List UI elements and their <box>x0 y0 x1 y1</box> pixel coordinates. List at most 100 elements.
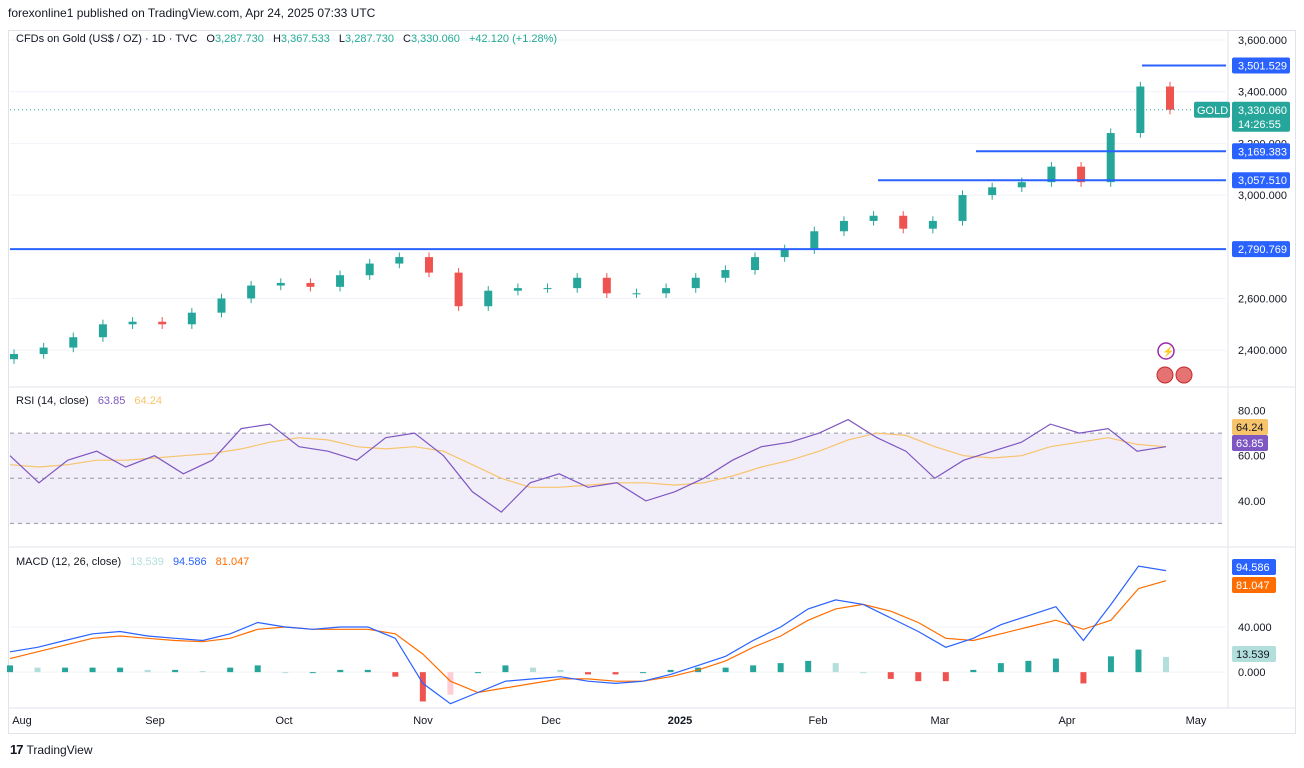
time-tick-label: May <box>1186 715 1207 727</box>
macd-value-tag-label: 81.047 <box>1236 580 1270 592</box>
price-candle <box>543 288 552 290</box>
open-key: O <box>206 33 215 45</box>
macd-value: 94.586 <box>172 556 207 568</box>
macd-histogram-bar <box>392 672 399 677</box>
symbol-label: CFDs on Gold (US$ / OZ) · 1D · TVC <box>16 33 198 45</box>
macd-value-tag <box>1232 646 1276 662</box>
macd-value-tag <box>1232 577 1276 593</box>
time-tick-label: Feb <box>809 715 828 727</box>
price-tick-label: 2,600.000 <box>1238 293 1287 305</box>
price-tick-label: 3,600.000 <box>1238 35 1287 47</box>
time-tick-label: Dec <box>541 715 561 727</box>
macd-histogram-bar <box>722 667 729 673</box>
macd-line <box>9 565 1167 705</box>
price-candle <box>958 195 967 221</box>
macd-histogram-bar <box>805 660 812 673</box>
last-price-label: 3,330.060 <box>1238 105 1287 117</box>
price-candle <box>780 249 789 258</box>
price-candle <box>128 321 137 325</box>
price-candle <box>662 288 671 294</box>
price-candle <box>10 354 18 360</box>
price-candle <box>454 272 463 307</box>
time-tick-label: Nov <box>413 715 433 727</box>
price-level-tag <box>1232 143 1290 160</box>
price-candle <box>69 337 78 348</box>
macd-histogram-bar <box>199 671 206 673</box>
macd-histogram-bar <box>337 669 344 673</box>
price-tick-label: 3,400.000 <box>1238 87 1287 99</box>
macd-value-tag-label: 94.586 <box>1236 562 1270 574</box>
price-candle <box>187 312 196 325</box>
price-candle <box>632 293 641 295</box>
macd-value-tag-label: 13.539 <box>1236 649 1270 661</box>
macd-histogram-bar <box>419 672 426 702</box>
price-candle <box>1166 86 1174 110</box>
tradingview-footer[interactable]: 17 TradingView <box>10 742 93 757</box>
price-candle <box>424 257 433 273</box>
price-candle <box>306 282 315 287</box>
macd-histogram-bar <box>1107 656 1114 673</box>
price-level-tag-label: 3,501.529 <box>1238 60 1287 72</box>
macd-label: MACD (12, 26, close) <box>16 556 122 568</box>
rsi-line <box>9 418 1167 513</box>
macd-histogram-bar <box>612 672 619 675</box>
rsi-ma-value: 64.24 <box>134 395 162 407</box>
price-candle <box>98 324 107 338</box>
open-value: 3,287.730 <box>214 33 264 45</box>
price-candle <box>869 215 878 221</box>
price-candle <box>573 277 582 289</box>
change-value: +42.120 (+1.28%) <box>468 33 558 45</box>
price-candle <box>1106 133 1115 183</box>
rsi-value-tag-label: 64.24 <box>1236 422 1264 434</box>
price-candle <box>217 298 226 313</box>
publisher-header: forexonline1 published on TradingView.co… <box>8 6 376 20</box>
time-tick-label: Aug <box>12 715 32 727</box>
time-tick-label: Mar <box>931 715 950 727</box>
footer-brand: TradingView <box>26 742 93 757</box>
low-value: 3,287.730 <box>345 33 394 45</box>
macd-histogram-bar <box>585 672 591 675</box>
macd-histogram-bar <box>970 669 977 673</box>
macd-histogram-bar <box>1052 658 1059 673</box>
macd-histogram-bar <box>7 665 13 673</box>
macd-histogram-bar <box>172 669 179 673</box>
rsi-label: RSI (14, close) <box>16 395 89 407</box>
lightning-event-glyph: ⚡ <box>1162 345 1174 358</box>
macd-histogram-bar <box>447 672 454 695</box>
price-candle <box>336 275 345 287</box>
price-level-tag <box>1232 241 1290 258</box>
macd-histogram-bar <box>1025 660 1032 673</box>
macd-tick-label: 40.000 <box>1238 622 1272 634</box>
macd-histogram-bar <box>364 669 371 673</box>
chart-frame <box>8 30 1296 734</box>
price-candle <box>39 347 48 355</box>
macd-histogram-bar <box>529 667 536 673</box>
rsi-value-tag <box>1232 419 1268 435</box>
macd-histogram-bar <box>887 672 894 679</box>
rsi-legend: RSI (14, close) 63.85 64.24 <box>16 395 168 407</box>
macd-signal-line <box>9 580 1167 694</box>
price-candle <box>395 257 404 264</box>
price-tick-label: 3,000.000 <box>1238 190 1287 202</box>
price-candle <box>1136 86 1145 134</box>
price-candle <box>988 187 997 196</box>
us-flag-event-icon <box>1156 366 1174 384</box>
tradingview-logo-icon: 17 <box>10 742 24 757</box>
price-candle <box>1017 182 1026 188</box>
macd-histogram-bar <box>997 663 1004 673</box>
macd-histogram-bar <box>34 667 41 673</box>
price-candle <box>810 231 819 250</box>
rsi-value-tag-label: 63.85 <box>1236 438 1264 450</box>
macd-hist-value: 13.539 <box>130 556 164 568</box>
price-level-tag-label: 2,790.769 <box>1238 244 1287 256</box>
rsi-ma-line <box>9 432 1167 488</box>
macd-histogram-bar <box>89 667 96 673</box>
price-candle <box>484 290 493 307</box>
rsi-tick-label: 60.00 <box>1238 451 1266 463</box>
low-key: L <box>338 33 346 45</box>
macd-histogram-bar <box>282 672 289 674</box>
macd-histogram-bar <box>227 667 234 673</box>
high-key: H <box>272 33 281 45</box>
macd-histogram-bar <box>640 672 647 674</box>
